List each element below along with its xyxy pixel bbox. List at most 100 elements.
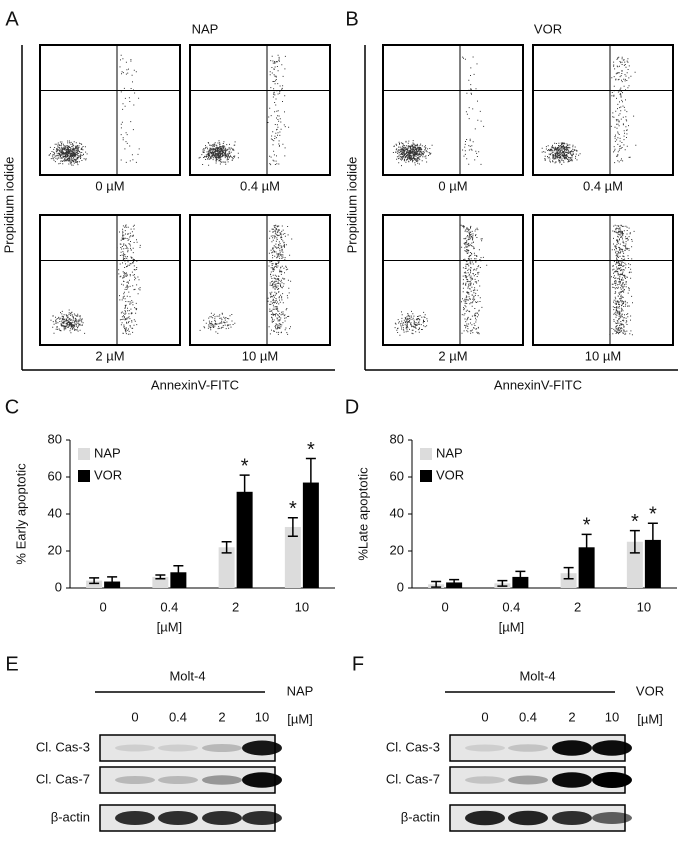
x-axis-label: [µM] — [499, 619, 525, 634]
error-bar — [563, 566, 574, 580]
band — [508, 810, 548, 826]
x-axis-label: [µM] — [157, 619, 183, 634]
error-bar — [89, 577, 100, 585]
scatter-cloud — [394, 224, 488, 336]
bar — [560, 573, 577, 588]
drug-label: NAP — [287, 683, 314, 698]
lane-label: 0 — [481, 709, 488, 724]
y-tick-label: 80 — [48, 431, 62, 446]
band — [465, 776, 505, 784]
band — [115, 776, 155, 784]
panel-label: D — [345, 396, 359, 418]
row-label: β-actin — [401, 809, 440, 824]
panel-label: B — [345, 8, 358, 30]
error-bar — [221, 541, 232, 554]
scatter-cloud — [50, 224, 141, 335]
y-tick-label: 20 — [390, 542, 404, 557]
band — [552, 740, 592, 756]
y-axis-label: %Late apoptotic — [355, 467, 370, 561]
band — [552, 772, 592, 788]
panel-label: C — [5, 396, 19, 418]
lane-label: 0.4 — [519, 709, 537, 724]
band — [158, 776, 198, 784]
bar — [236, 491, 253, 588]
lane-label: 0 — [131, 709, 138, 724]
error-bar — [239, 474, 250, 510]
bar — [578, 547, 595, 588]
plot-label: 2 µM — [438, 348, 467, 363]
drug-label: VOR — [636, 683, 664, 698]
error-bar — [629, 529, 640, 554]
x-tick-label: 0.4 — [502, 599, 520, 614]
legend-label: NAP — [436, 445, 463, 460]
band — [202, 811, 242, 825]
flow-plot — [39, 44, 181, 176]
x-tick-label: 0.4 — [160, 599, 178, 614]
scatter-cloud — [48, 54, 140, 166]
panel-label: E — [5, 653, 18, 675]
significance: * — [289, 498, 297, 520]
flow-plot — [39, 214, 181, 346]
error-bar — [497, 579, 508, 587]
bar — [284, 526, 301, 588]
unit-label: [µM] — [287, 711, 313, 726]
band — [508, 775, 548, 785]
band — [242, 740, 282, 756]
lane-label: 10 — [255, 709, 269, 724]
band — [242, 811, 282, 825]
y-tick-label: 40 — [390, 505, 404, 520]
legend-swatch — [420, 470, 432, 482]
significance: * — [307, 439, 315, 461]
band — [465, 810, 505, 826]
band — [242, 772, 282, 788]
scatter-cloud — [541, 56, 637, 165]
significance: * — [631, 511, 639, 533]
band — [465, 744, 505, 752]
y-tick-label: 0 — [55, 579, 62, 594]
significance: * — [649, 504, 657, 526]
error-bar — [647, 522, 658, 558]
plot-label: 0.4 µM — [240, 178, 280, 193]
y-tick-label: 80 — [390, 431, 404, 446]
error-bar — [305, 457, 316, 508]
x-tick-label: 10 — [295, 599, 309, 614]
lane-label: 2 — [218, 709, 225, 724]
band — [202, 744, 242, 752]
y-tick-label: 0 — [397, 579, 404, 594]
band — [508, 744, 548, 752]
flow-title: NAP — [192, 21, 219, 36]
legend-label: NAP — [94, 445, 121, 460]
y-axis-label: % Early apoptotic — [13, 463, 28, 565]
cell-line: Molt-4 — [169, 668, 205, 683]
x-tick-label: 2 — [232, 599, 239, 614]
flow-plot — [382, 214, 524, 346]
cell-line: Molt-4 — [519, 668, 555, 683]
band — [115, 744, 155, 752]
plot-label: 0 µM — [438, 178, 467, 193]
flow-title: VOR — [534, 21, 562, 36]
bar — [218, 547, 235, 588]
x-tick-label: 0 — [442, 599, 449, 614]
x-axis-label: AnnexinV-FITC — [494, 377, 582, 392]
row-label: Cl. Cas-7 — [386, 771, 440, 786]
plot-label: 0 µM — [95, 178, 124, 193]
band — [202, 775, 242, 785]
error-bar — [431, 580, 442, 588]
scatter-cloud — [199, 224, 293, 335]
x-axis-label: AnnexinV-FITC — [151, 377, 239, 392]
error-bar — [107, 576, 118, 587]
legend-label: VOR — [436, 467, 464, 482]
flow-plot — [189, 44, 331, 176]
x-tick-label: 0 — [100, 599, 107, 614]
row-label: β-actin — [51, 809, 90, 824]
y-tick-label: 60 — [390, 468, 404, 483]
y-tick-label: 60 — [48, 468, 62, 483]
significance: * — [241, 455, 249, 477]
bar — [152, 576, 169, 588]
plot-label: 10 µM — [242, 348, 278, 363]
scatter-cloud — [392, 56, 485, 167]
error-bar — [515, 570, 526, 584]
plot-label: 2 µM — [95, 348, 124, 363]
bar — [644, 539, 661, 588]
